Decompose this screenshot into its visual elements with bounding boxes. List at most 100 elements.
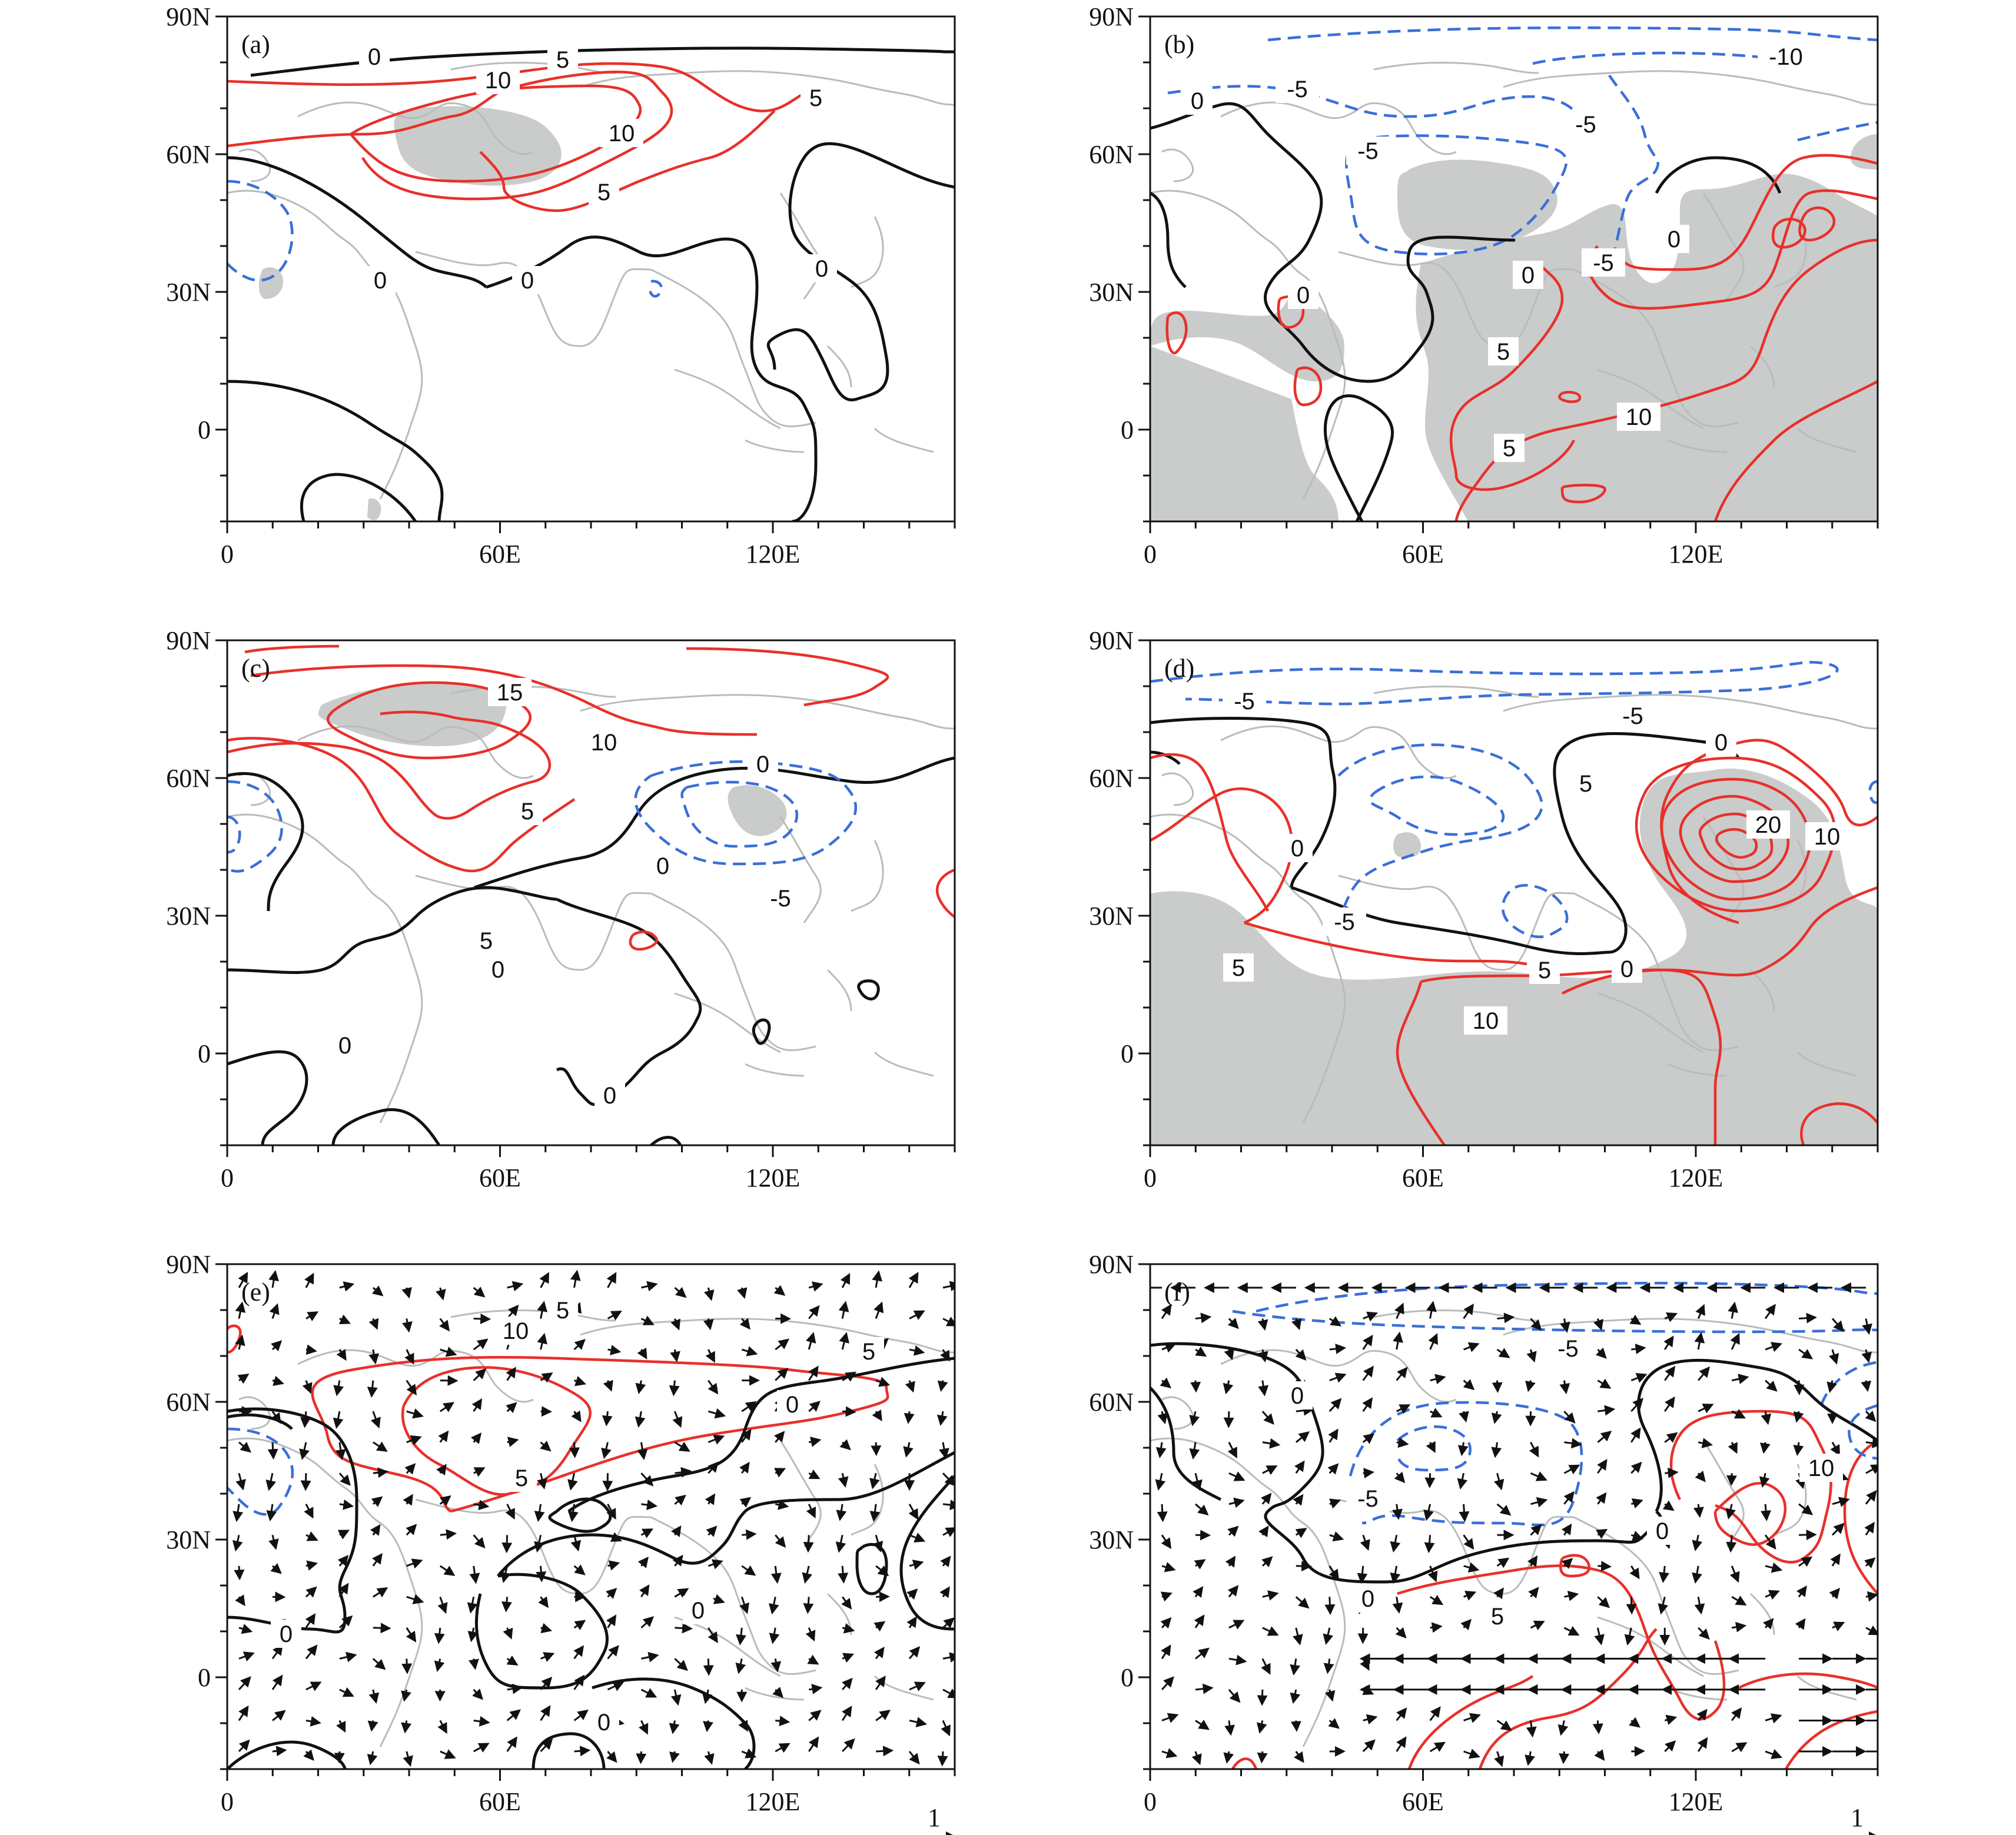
coastline-2-5 bbox=[450, 685, 616, 698]
wind-vector bbox=[1463, 1304, 1474, 1319]
positive-contour bbox=[1738, 1672, 1878, 1690]
contour-label: -5 bbox=[1357, 1486, 1379, 1512]
wind-vector bbox=[302, 1380, 313, 1394]
coastline-0-4 bbox=[580, 70, 955, 106]
wind-vector bbox=[1761, 1411, 1772, 1425]
wind-vector bbox=[1728, 1442, 1738, 1454]
wind-vector bbox=[1597, 1596, 1610, 1608]
wind-vector bbox=[1189, 1442, 1200, 1460]
wind-vector bbox=[1491, 1411, 1502, 1424]
wind-vector bbox=[1396, 1437, 1409, 1448]
wind-vector bbox=[1258, 1525, 1269, 1538]
wind-vector bbox=[1258, 1380, 1269, 1397]
wind-vector bbox=[500, 1565, 511, 1583]
wind-vector bbox=[606, 1504, 616, 1520]
positive-contour bbox=[1397, 1564, 1726, 1721]
zero-contour bbox=[650, 1136, 682, 1145]
negative-contour bbox=[1337, 743, 1543, 924]
wind-vector bbox=[1329, 1344, 1347, 1354]
wind-vector bbox=[808, 1305, 820, 1319]
wind-vector bbox=[540, 1372, 553, 1383]
wind-vector bbox=[573, 1645, 584, 1660]
wind-vector bbox=[1561, 1558, 1573, 1570]
negative-contour bbox=[1797, 121, 1878, 142]
contour-label-background bbox=[1513, 261, 1543, 289]
wind-vector bbox=[1630, 1398, 1643, 1412]
wind-vector bbox=[1861, 1349, 1872, 1364]
wind-vector bbox=[372, 1553, 383, 1567]
wind-vector bbox=[573, 1674, 584, 1690]
wind-vector bbox=[337, 1554, 349, 1567]
contour-label-background bbox=[1611, 702, 1655, 730]
zero-contour bbox=[1637, 1358, 1878, 1512]
wind-vector bbox=[507, 1437, 519, 1447]
contour-label: -5 bbox=[770, 886, 791, 912]
wind-vector bbox=[1663, 1335, 1674, 1350]
wind-vector bbox=[808, 1281, 823, 1292]
wind-vector bbox=[1664, 1432, 1678, 1443]
wind-vector bbox=[339, 1651, 357, 1663]
wind-vector bbox=[265, 1472, 277, 1491]
coastline-4-10 bbox=[238, 1396, 271, 1430]
significance-shading bbox=[1182, 391, 1233, 470]
wind-vector bbox=[1291, 1318, 1302, 1331]
wind-vector bbox=[1160, 1617, 1172, 1629]
wind-vector bbox=[1865, 1464, 1878, 1474]
contour-label: 0 bbox=[368, 44, 381, 70]
wind-vector bbox=[1525, 1380, 1536, 1392]
wind-vector bbox=[505, 1504, 515, 1520]
wind-vector bbox=[640, 1688, 657, 1698]
map-panel-4: -5 -5 0 5 0 20 10 -5 5 5 0 10 (d) 90N 60N 30N 0 0 60E 120E bbox=[1089, 626, 1879, 1192]
wind-vector bbox=[808, 1736, 819, 1752]
wind-vector bbox=[439, 1565, 456, 1576]
wind-vector bbox=[1796, 1585, 1807, 1598]
wind-vector bbox=[942, 1688, 955, 1698]
positive-contour bbox=[1407, 1675, 1534, 1769]
contour-label-background bbox=[1282, 834, 1313, 862]
wind-vector bbox=[1563, 1464, 1580, 1475]
wind-vector bbox=[235, 1301, 246, 1319]
wind-vector bbox=[940, 1555, 951, 1568]
wind-vector bbox=[573, 1564, 586, 1575]
coastline-5-10 bbox=[1161, 1396, 1194, 1430]
panel-content: -5 -5 0 5 0 20 10 -5 5 5 0 10 bbox=[1150, 661, 1878, 1145]
wind-vector bbox=[1626, 1597, 1637, 1615]
coastline-1-8 bbox=[1597, 368, 1728, 453]
wind-vector bbox=[271, 1674, 283, 1690]
wind-vector bbox=[1725, 1504, 1736, 1520]
wind-vector bbox=[1155, 1442, 1167, 1458]
wind-vector bbox=[805, 1627, 816, 1642]
wind-vector bbox=[1761, 1504, 1772, 1521]
negative-contour bbox=[1256, 1281, 1878, 1313]
coastline-1-0 bbox=[1150, 190, 1346, 500]
wind-vector bbox=[1189, 1411, 1200, 1427]
wind-vector bbox=[703, 1720, 714, 1733]
wind-vector bbox=[1463, 1562, 1480, 1573]
zero-contour bbox=[556, 897, 702, 1106]
wind-vector bbox=[1828, 1349, 1839, 1365]
panel-content: 5 10 5 5 0 0 0 0 bbox=[227, 1269, 955, 1769]
wind-vector bbox=[1631, 1344, 1646, 1355]
wind-vector bbox=[708, 1379, 719, 1395]
map-panel-5: 5 10 5 5 0 0 0 0 (e) 90N 60N 30N 0 0 60E 120E 1 bbox=[166, 1250, 956, 1835]
contour-label-background bbox=[647, 852, 678, 880]
panel-label: (b) bbox=[1164, 30, 1194, 59]
wind-vector bbox=[1830, 1553, 1841, 1567]
wind-vector bbox=[1861, 1380, 1872, 1392]
zero-contour bbox=[250, 46, 955, 77]
wind-vector bbox=[1530, 1497, 1548, 1508]
wind-vector bbox=[906, 1588, 918, 1600]
y-tick-label: 0 bbox=[1121, 1039, 1134, 1068]
contour-label: 0 bbox=[1668, 227, 1680, 252]
wind-vector bbox=[738, 1720, 748, 1732]
contour-label: 5 bbox=[521, 799, 534, 825]
wind-vector bbox=[1195, 1347, 1207, 1357]
wind-vector bbox=[1463, 1748, 1480, 1759]
wind-vector bbox=[305, 1311, 319, 1322]
wind-vector bbox=[503, 1627, 513, 1640]
wind-vector bbox=[773, 1285, 786, 1296]
wind-vector bbox=[869, 1472, 880, 1490]
wind-vector bbox=[1228, 1688, 1241, 1703]
wind-vector bbox=[909, 1533, 926, 1543]
